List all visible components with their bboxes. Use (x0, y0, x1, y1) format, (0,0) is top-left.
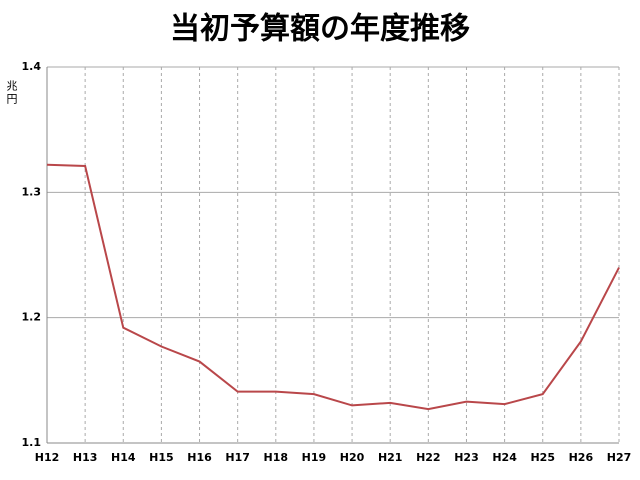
x-tick-label: H20 (340, 451, 365, 464)
y-tick-label: 1.3 (22, 185, 42, 198)
x-tick-label: H26 (569, 451, 594, 464)
y-tick-label: 1.1 (22, 436, 42, 449)
x-tick-label: H25 (530, 451, 555, 464)
x-tick-label: H19 (302, 451, 327, 464)
x-tick-label: H15 (149, 451, 174, 464)
y-axis-label: 兆円 (5, 80, 18, 106)
x-tick-label: H27 (607, 451, 632, 464)
x-tick-label: H24 (492, 451, 517, 464)
chart-title: 当初予算額の年度推移 (170, 12, 470, 47)
x-tick-label: H13 (73, 451, 98, 464)
x-tick-label: H16 (187, 451, 212, 464)
y-tick-label: 1.2 (22, 311, 42, 324)
data-line (46, 163, 620, 411)
x-tick-label: H23 (454, 451, 479, 464)
x-tick-label: H12 (35, 451, 60, 464)
x-tick-label: H17 (225, 451, 250, 464)
y-tick-label: 1.4 (22, 60, 42, 73)
x-tick-label: H22 (416, 451, 441, 464)
x-tick-label: H14 (111, 451, 136, 464)
x-tick-label: H21 (378, 451, 403, 464)
x-tick-label: H18 (264, 451, 289, 464)
